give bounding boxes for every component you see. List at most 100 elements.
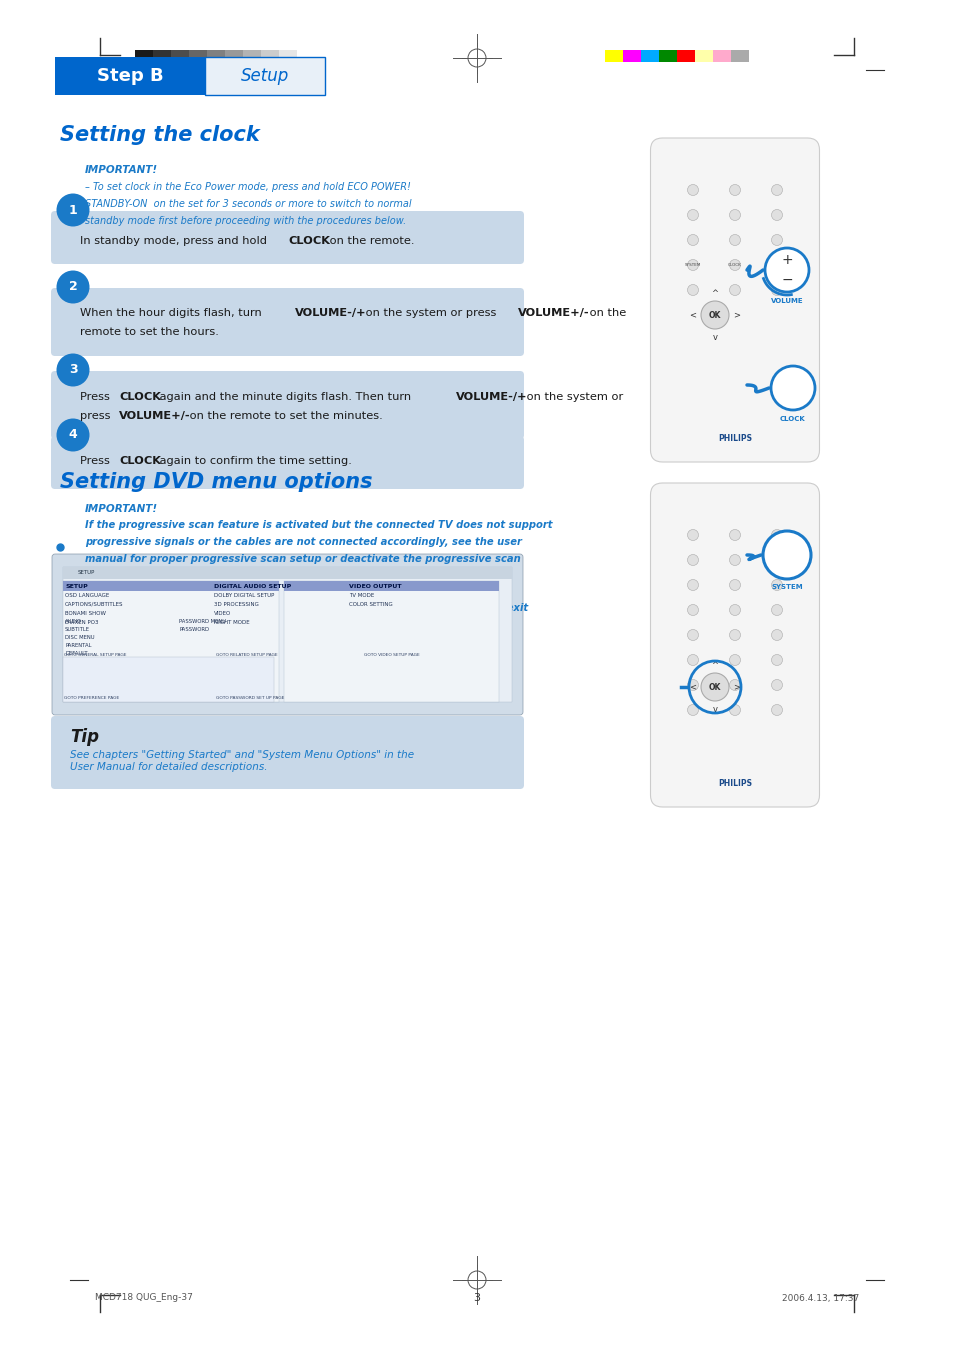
Bar [640, 50, 659, 62]
Circle shape [687, 285, 698, 296]
Circle shape [687, 705, 698, 716]
Text: DIGITAL AUDIO SETUP: DIGITAL AUDIO SETUP [213, 585, 291, 589]
FancyBboxPatch shape [650, 483, 819, 807]
Text: VOLUME: VOLUME [770, 298, 802, 304]
Text: remote to set the hours.: remote to set the hours. [80, 327, 218, 338]
Text: DEFAULT: DEFAULT [65, 651, 88, 656]
Circle shape [771, 555, 781, 566]
Text: GOTO PASSWORD SET UP PAGE: GOTO PASSWORD SET UP PAGE [215, 697, 284, 701]
Text: CLOCK: CLOCK [780, 416, 805, 423]
Circle shape [771, 235, 781, 246]
Text: on the: on the [585, 308, 625, 319]
Bar [296, 50, 314, 62]
FancyBboxPatch shape [51, 371, 523, 439]
Text: SUBTITLE: SUBTITLE [65, 628, 90, 632]
Text: progressive signals or the cables are not connected accordingly, see the user: progressive signals or the cables are no… [85, 537, 521, 547]
Text: GOTO VIDEO SETUP PAGE: GOTO VIDEO SETUP PAGE [363, 653, 419, 656]
Circle shape [56, 354, 90, 386]
Text: 2) Press SYSTEM on the remote to exit the system menu and then DISC to exit: 2) Press SYSTEM on the remote to exit th… [85, 603, 528, 613]
Text: <: < [689, 683, 696, 691]
Circle shape [771, 655, 781, 666]
Circle shape [729, 529, 740, 540]
Circle shape [729, 605, 740, 616]
Bar [712, 50, 730, 62]
Circle shape [687, 629, 698, 640]
Text: again and the minute digits flash. Then turn: again and the minute digits flash. Then … [156, 392, 415, 402]
Circle shape [700, 674, 728, 701]
Text: Setting DVD menu options: Setting DVD menu options [60, 472, 372, 491]
Text: – To set clock in the Eco Power mode, press and hold ECO POWER!: – To set clock in the Eco Power mode, pr… [85, 182, 411, 192]
Bar [278, 50, 296, 62]
Text: If the progressive scan feature is activated but the connected TV does not suppo: If the progressive scan feature is activ… [85, 521, 552, 531]
Text: manual for proper progressive scan setup or deactivate the progressive scan: manual for proper progressive scan setup… [85, 554, 520, 563]
Bar [63, 657, 274, 702]
FancyBboxPatch shape [51, 211, 523, 265]
Circle shape [771, 529, 781, 540]
Bar [205, 57, 325, 94]
Text: VOLUME-/+: VOLUME-/+ [455, 392, 527, 402]
Text: COLOR SETTING: COLOR SETTING [349, 602, 393, 608]
Text: SYSTEM: SYSTEM [684, 263, 700, 267]
Bar [604, 50, 622, 62]
Text: SETUP: SETUP [65, 585, 88, 589]
Text: SYSTEM: SYSTEM [770, 585, 802, 590]
Bar [63, 580, 278, 591]
Bar [225, 50, 243, 62]
FancyBboxPatch shape [52, 554, 522, 716]
Bar [55, 57, 205, 94]
Text: −: − [781, 273, 792, 288]
Text: 2: 2 [69, 281, 77, 293]
Text: MCD718 QUG_Eng-37: MCD718 QUG_Eng-37 [95, 1293, 193, 1303]
Text: CAPTIONS/SUBTITLES: CAPTIONS/SUBTITLES [65, 602, 123, 608]
Text: >: > [733, 683, 740, 691]
Circle shape [56, 193, 90, 227]
Text: IMPORTANT!: IMPORTANT! [85, 504, 158, 514]
Circle shape [729, 555, 740, 566]
Circle shape [771, 185, 781, 196]
Text: v: v [712, 705, 717, 714]
Text: PHILIPS: PHILIPS [718, 433, 751, 443]
Text: Setup: Setup [240, 68, 289, 85]
Text: 2006.4.13, 17:37: 2006.4.13, 17:37 [781, 1293, 858, 1303]
Circle shape [729, 705, 740, 716]
Bar [63, 567, 512, 579]
Text: DVIXEN PO3: DVIXEN PO3 [65, 620, 98, 625]
Bar [63, 580, 278, 702]
Text: press: press [80, 410, 114, 421]
Circle shape [729, 259, 740, 270]
Circle shape [771, 605, 781, 616]
Text: GOTO GENERAL SETUP PAGE: GOTO GENERAL SETUP PAGE [64, 653, 127, 656]
Text: AUDIO: AUDIO [65, 620, 82, 624]
Text: 3: 3 [69, 363, 77, 377]
Circle shape [56, 418, 90, 451]
Text: Press: Press [80, 392, 113, 402]
Text: 3D PROCESSING: 3D PROCESSING [213, 602, 258, 608]
Bar [152, 50, 171, 62]
Text: Setting the clock: Setting the clock [60, 126, 259, 144]
Text: +: + [781, 252, 792, 267]
Text: v: v [712, 332, 717, 342]
Bar [63, 567, 512, 702]
Circle shape [700, 301, 728, 329]
Text: 1) Turn off your TV progressive scan mode or turn on to interlaced mode.: 1) Turn off your TV progressive scan mod… [85, 586, 498, 597]
Circle shape [771, 209, 781, 220]
Circle shape [729, 285, 740, 296]
Bar [283, 580, 498, 702]
Bar [171, 50, 189, 62]
Text: See chapters "Getting Started" and "System Menu Options" in the
User Manual for : See chapters "Getting Started" and "Syst… [70, 751, 414, 772]
Text: In standby mode, press and hold: In standby mode, press and hold [80, 236, 271, 246]
Bar [622, 50, 640, 62]
Text: PASSWORD MENU: PASSWORD MENU [179, 620, 226, 624]
Text: on the system or: on the system or [522, 392, 622, 402]
Circle shape [729, 235, 740, 246]
Text: PARENTAL: PARENTAL [65, 643, 91, 648]
Text: progressive scan.: progressive scan. [85, 620, 184, 629]
Circle shape [687, 605, 698, 616]
Circle shape [687, 679, 698, 690]
Text: DISC MENU: DISC MENU [65, 636, 94, 640]
Circle shape [729, 579, 740, 590]
Circle shape [770, 366, 814, 410]
Circle shape [687, 555, 698, 566]
Text: CLOCK: CLOCK [727, 263, 741, 267]
Circle shape [729, 629, 740, 640]
